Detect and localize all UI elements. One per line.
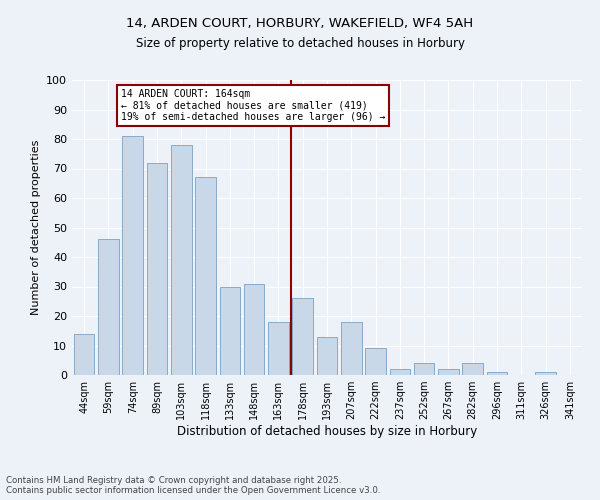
Bar <box>438 369 459 375</box>
Bar <box>195 178 216 375</box>
Bar <box>463 363 483 375</box>
Bar <box>220 286 240 375</box>
Bar <box>487 372 508 375</box>
Bar <box>122 136 143 375</box>
Bar <box>535 372 556 375</box>
Bar <box>98 240 119 375</box>
Bar <box>414 363 434 375</box>
Text: 14 ARDEN COURT: 164sqm
← 81% of detached houses are smaller (419)
19% of semi-de: 14 ARDEN COURT: 164sqm ← 81% of detached… <box>121 89 385 122</box>
Text: 14, ARDEN COURT, HORBURY, WAKEFIELD, WF4 5AH: 14, ARDEN COURT, HORBURY, WAKEFIELD, WF4… <box>127 18 473 30</box>
Bar <box>146 162 167 375</box>
Bar <box>171 145 191 375</box>
Text: Contains HM Land Registry data © Crown copyright and database right 2025.
Contai: Contains HM Land Registry data © Crown c… <box>6 476 380 495</box>
Text: Size of property relative to detached houses in Horbury: Size of property relative to detached ho… <box>136 38 464 51</box>
Bar <box>244 284 265 375</box>
Bar <box>389 369 410 375</box>
Bar <box>365 348 386 375</box>
Bar <box>74 334 94 375</box>
Bar <box>268 322 289 375</box>
X-axis label: Distribution of detached houses by size in Horbury: Distribution of detached houses by size … <box>177 425 477 438</box>
Bar <box>292 298 313 375</box>
Bar <box>341 322 362 375</box>
Y-axis label: Number of detached properties: Number of detached properties <box>31 140 41 315</box>
Bar <box>317 336 337 375</box>
